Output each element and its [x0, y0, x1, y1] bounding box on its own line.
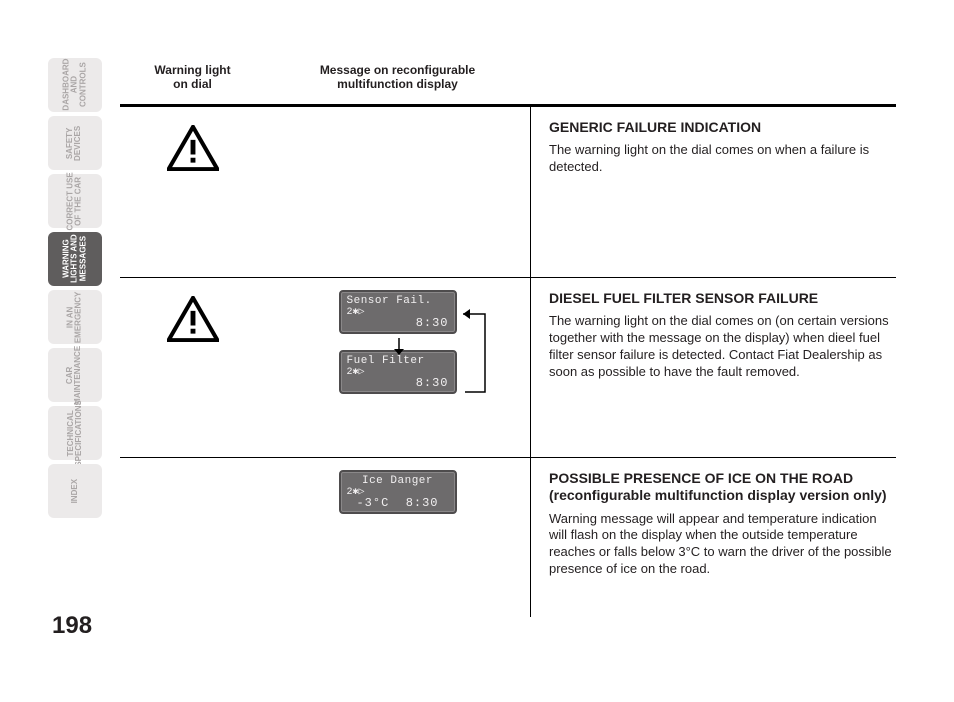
arrow-down-icon	[393, 338, 405, 356]
display-line1: Ice Danger	[347, 475, 449, 487]
row-ice-danger: Ice Danger 2✱▷ -3°C 8:30 POSSIBLE PRESEN…	[120, 457, 896, 617]
column-headers: Warning light on dial Message on reconfi…	[120, 58, 896, 100]
tab-index[interactable]: INDEX	[48, 464, 102, 518]
warning-triangle-icon	[167, 296, 219, 347]
display-line1: Fuel Filter	[347, 355, 449, 367]
section-tabs: DASHBOARD AND CONTROLS SAFETY DEVICES CO…	[48, 58, 102, 518]
cell-text-ice: POSSIBLE PRESENCE OF ICE ON THE ROAD (re…	[530, 458, 896, 617]
tab-emergency[interactable]: IN AN EMERGENCY	[48, 290, 102, 344]
body-ice: Warning message will appear and temperat…	[549, 511, 892, 579]
row-diesel-filter: Sensor Fail. 2✱▷ 8:30 Fuel Filter 2✱▷ 8:…	[120, 277, 896, 457]
cell-display-generic	[265, 107, 530, 277]
row-generic-failure: GENERIC FAILURE INDICATION The warning l…	[120, 107, 896, 277]
header-col1: Warning light on dial	[120, 58, 265, 100]
page-number: 198	[52, 612, 92, 640]
tab-warning-lights[interactable]: WARNING LIGHTS AND MESSAGES	[48, 232, 102, 286]
arrow-loop-icon	[463, 300, 493, 404]
display-sensor-fail: Sensor Fail. 2✱▷ 8:30	[339, 290, 457, 334]
cell-display-diesel: Sensor Fail. 2✱▷ 8:30 Fuel Filter 2✱▷ 8:…	[265, 278, 530, 457]
display-line3: 8:30	[347, 316, 449, 330]
title-diesel: DIESEL FUEL FILTER SENSOR FAILURE	[549, 290, 892, 308]
tab-dashboard[interactable]: DASHBOARD AND CONTROLS	[48, 58, 102, 112]
display-stack-diesel: Sensor Fail. 2✱▷ 8:30 Fuel Filter 2✱▷ 8:…	[339, 290, 457, 394]
header-col3	[530, 58, 896, 100]
tab-maintenance[interactable]: CAR MAINTENANCE	[48, 348, 102, 402]
display-line1: Sensor Fail.	[347, 295, 449, 307]
cell-text-generic: GENERIC FAILURE INDICATION The warning l…	[530, 107, 896, 277]
cell-icon-generic	[120, 107, 265, 277]
manual-page: DASHBOARD AND CONTROLS SAFETY DEVICES CO…	[0, 0, 954, 702]
tab-tech-specs[interactable]: TECHNICAL SPECIFICATIONS	[48, 406, 102, 460]
body-generic: The warning light on the dial comes on w…	[549, 142, 892, 176]
cell-display-ice: Ice Danger 2✱▷ -3°C 8:30	[265, 458, 530, 617]
cell-icon-diesel	[120, 278, 265, 457]
display-ice-danger: Ice Danger 2✱▷ -3°C 8:30	[339, 470, 457, 514]
title-generic: GENERIC FAILURE INDICATION	[549, 119, 892, 137]
cell-icon-ice	[120, 458, 265, 617]
tab-correct-use[interactable]: CORRECT USE OF THE CAR	[48, 174, 102, 228]
title-ice: POSSIBLE PRESENCE OF ICE ON THE ROAD (re…	[549, 470, 892, 505]
content-area: Warning light on dial Message on reconfi…	[120, 58, 896, 642]
warning-triangle-icon	[167, 125, 219, 176]
cell-text-diesel: DIESEL FUEL FILTER SENSOR FAILURE The wa…	[530, 278, 896, 457]
tab-safety[interactable]: SAFETY DEVICES	[48, 116, 102, 170]
display-line3: -3°C 8:30	[347, 496, 449, 510]
display-line3: 8:30	[347, 376, 449, 390]
display-fuel-filter: Fuel Filter 2✱▷ 8:30	[339, 350, 457, 394]
body-diesel: The warning light on the dial comes on (…	[549, 313, 892, 381]
header-col2: Message on reconfigurable multifunction …	[265, 58, 530, 100]
